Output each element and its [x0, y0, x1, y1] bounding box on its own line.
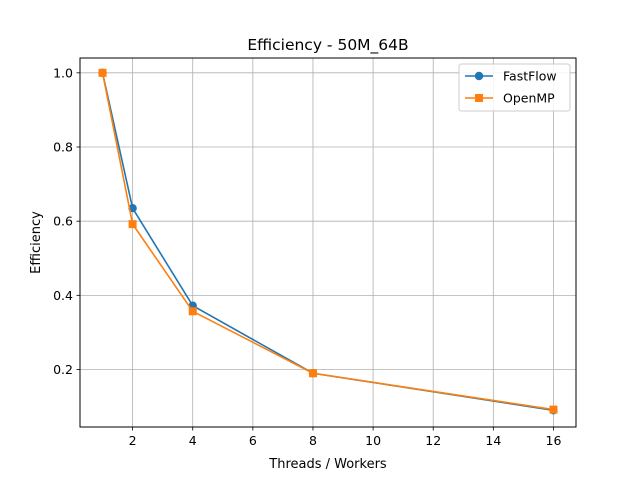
grid-lines: [80, 58, 576, 427]
legend-item-openmp: OpenMP: [465, 91, 555, 106]
x-tick-label: 8: [309, 433, 317, 448]
series-openmp: [98, 68, 558, 414]
y-tick-label: 0.8: [53, 140, 73, 155]
y-axis-title: Efficiency: [29, 211, 44, 274]
x-tick-label: 2: [129, 433, 137, 448]
plot-area-frame: [79, 57, 577, 428]
x-tick-label: 16: [546, 433, 562, 448]
openmp-point: [128, 220, 137, 229]
y-tick-label: 0.2: [53, 362, 73, 377]
x-tick-label: 10: [365, 433, 381, 448]
x-tick-label: 12: [425, 433, 441, 448]
legend-label-openmp: OpenMP: [503, 91, 555, 106]
x-axis-title: Threads / Workers: [268, 457, 387, 472]
x-tick-label: 4: [189, 433, 197, 448]
x-tick-label: 14: [485, 433, 501, 448]
chart-title: Efficiency - 50M_64B: [247, 36, 408, 55]
legend-marker-openmp: [475, 94, 483, 102]
y-tick-label: 1.0: [53, 65, 73, 80]
openmp-point: [188, 307, 197, 316]
legend: FastFlow OpenMP: [458, 63, 571, 112]
axis-ticks: 2 4 6 8 10 12 14 16 0.2 0.4 0.6 0.8 1.0: [53, 65, 561, 448]
series-layer: [98, 68, 558, 415]
openmp-point: [549, 405, 558, 414]
openmp-point: [308, 369, 317, 378]
legend-marker-fastflow: [474, 71, 484, 81]
x-tick-label: 6: [249, 433, 257, 448]
legend-item-fastflow: FastFlow: [465, 69, 557, 84]
openmp-point: [98, 68, 107, 77]
y-tick-label: 0.6: [53, 214, 73, 229]
y-tick-label: 0.4: [53, 288, 73, 303]
legend-label-fastflow: FastFlow: [503, 69, 557, 84]
